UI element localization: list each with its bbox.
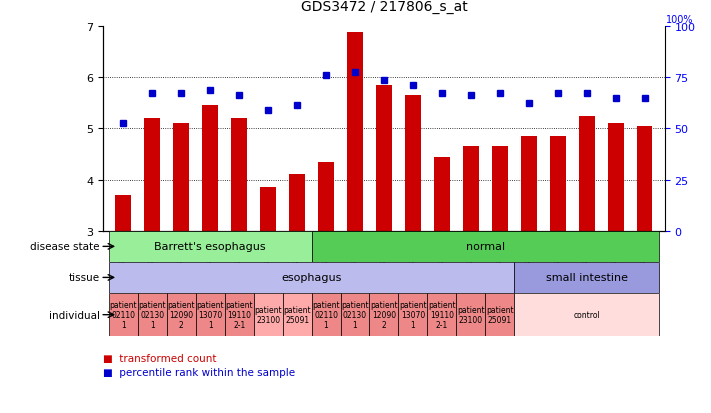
Text: GDS3472 / 217806_s_at: GDS3472 / 217806_s_at xyxy=(301,0,467,14)
Text: patient
02110
1: patient 02110 1 xyxy=(109,301,137,329)
Bar xyxy=(311,231,659,262)
Text: ■  transformed count: ■ transformed count xyxy=(103,353,217,363)
Bar xyxy=(311,293,341,337)
Bar xyxy=(202,106,218,231)
Bar xyxy=(282,293,311,337)
Bar xyxy=(520,137,537,231)
Bar xyxy=(608,124,624,231)
Text: 100%: 100% xyxy=(666,15,694,25)
Bar xyxy=(225,293,254,337)
Bar xyxy=(231,119,247,231)
Bar xyxy=(636,126,653,231)
Bar xyxy=(196,293,225,337)
Text: tissue: tissue xyxy=(68,273,100,283)
Text: patient
23100: patient 23100 xyxy=(255,306,282,324)
Bar xyxy=(463,147,479,231)
Bar xyxy=(550,137,566,231)
Text: patient
02130
1: patient 02130 1 xyxy=(139,301,166,329)
Text: control: control xyxy=(573,311,600,319)
Text: patient
02110
1: patient 02110 1 xyxy=(312,301,340,329)
Text: disease state: disease state xyxy=(30,242,100,252)
Bar xyxy=(434,157,450,231)
Text: patient
13070
1: patient 13070 1 xyxy=(196,301,224,329)
Text: individual: individual xyxy=(48,310,100,320)
Bar xyxy=(260,188,276,231)
Bar xyxy=(109,231,311,262)
Bar xyxy=(398,293,427,337)
Text: patient
12090
2: patient 12090 2 xyxy=(370,301,397,329)
Text: ■  percentile rank within the sample: ■ percentile rank within the sample xyxy=(103,368,295,377)
Bar xyxy=(347,33,363,231)
Bar xyxy=(144,119,160,231)
Bar xyxy=(173,124,189,231)
Bar xyxy=(370,293,398,337)
Bar xyxy=(514,262,659,293)
Text: patient
19110
2-1: patient 19110 2-1 xyxy=(225,301,253,329)
Bar xyxy=(492,147,508,231)
Text: patient
12090
2: patient 12090 2 xyxy=(168,301,195,329)
Bar xyxy=(138,293,167,337)
Bar xyxy=(456,293,486,337)
Text: patient
13070
1: patient 13070 1 xyxy=(399,301,427,329)
Bar xyxy=(318,162,334,231)
Bar xyxy=(254,293,282,337)
Text: normal: normal xyxy=(466,242,505,252)
Text: patient
19110
2-1: patient 19110 2-1 xyxy=(428,301,456,329)
Bar xyxy=(115,195,132,231)
Bar xyxy=(427,293,456,337)
Bar xyxy=(109,293,138,337)
Text: patient
02130
1: patient 02130 1 xyxy=(341,301,369,329)
Bar xyxy=(579,116,594,231)
Bar xyxy=(486,293,514,337)
Bar xyxy=(514,293,659,337)
Text: patient
23100: patient 23100 xyxy=(457,306,485,324)
Bar xyxy=(289,175,305,231)
Bar xyxy=(167,293,196,337)
Text: patient
25091: patient 25091 xyxy=(486,306,513,324)
Text: esophagus: esophagus xyxy=(282,273,342,283)
Text: patient
25091: patient 25091 xyxy=(283,306,311,324)
Bar xyxy=(376,85,392,231)
Text: Barrett's esophagus: Barrett's esophagus xyxy=(154,242,266,252)
Text: small intestine: small intestine xyxy=(545,273,628,283)
Bar xyxy=(109,262,514,293)
Bar xyxy=(405,96,421,231)
Bar xyxy=(341,293,370,337)
